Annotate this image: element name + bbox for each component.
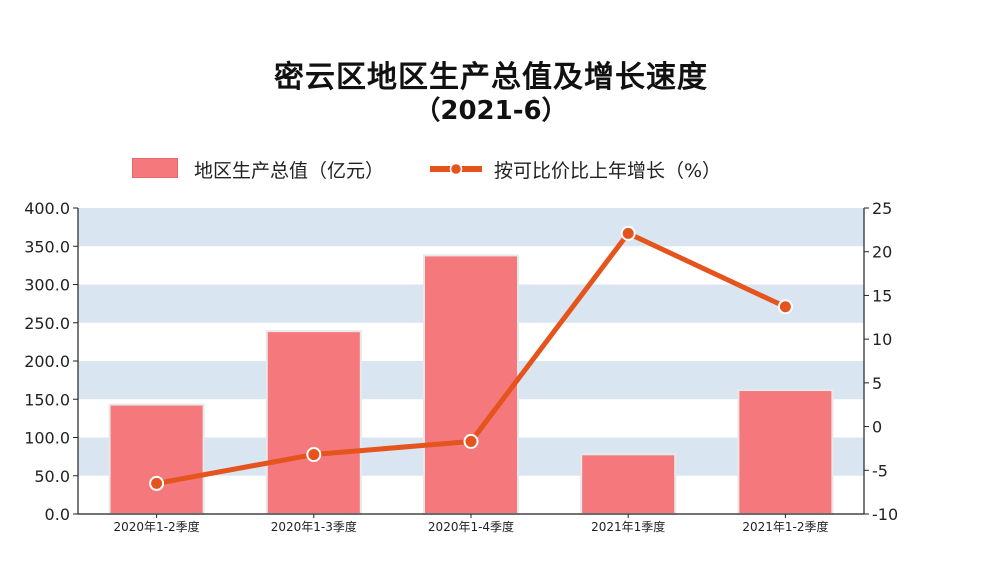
y-right-tick-label: 5 (872, 374, 882, 393)
bar (108, 403, 205, 516)
y-right-tick-label: 20 (872, 243, 892, 262)
y-left-tick-label: 50.0 (34, 467, 70, 486)
y-right-tick-label: 25 (872, 199, 892, 218)
x-ticks: 2020年1-2季度 2020年1-3季度 2020年1-4季度 2021年1季度 20… (114, 514, 828, 534)
y-left-tick-label: 400.0 (24, 199, 70, 218)
legend-swatch-line (430, 162, 482, 176)
line-series (149, 225, 793, 491)
grid-band (78, 208, 864, 247)
growth-point (149, 475, 165, 491)
x-tick-label: 2021年1季度 (591, 519, 665, 534)
growth-point (777, 299, 793, 315)
bar-series (108, 254, 834, 516)
bar (580, 453, 677, 515)
x-tick-label: 2020年1-4季度 (428, 519, 514, 534)
growth-point (620, 225, 636, 241)
y-left-tick-label: 200.0 (24, 352, 70, 371)
y-left-tick-label: 0.0 (45, 505, 70, 524)
y-right-tick-label: -10 (872, 505, 898, 524)
legend-label-gdp: 地区生产总值（亿元） (194, 160, 385, 182)
chart-subtitle: （2021-6） (414, 96, 568, 126)
y-left-ticks: 0.0 50.0 100.0 150.0 200.0 250.0 300.0 350.0 400… (24, 199, 78, 524)
growth-point (463, 433, 479, 449)
x-tick-label: 2021年1-2季度 (742, 519, 828, 534)
growth-point (306, 447, 322, 463)
y-left-tick-label: 150.0 (24, 390, 70, 409)
bar (423, 254, 519, 515)
x-tick-label: 2020年1-2季度 (114, 519, 200, 534)
chart-title: 密云区地区生产总值及增长速度 (274, 60, 708, 95)
y-left-tick-label: 250.0 (24, 314, 70, 333)
bar (737, 389, 834, 516)
y-left-tick-label: 300.0 (24, 276, 70, 295)
y-left-tick-label: 100.0 (24, 429, 70, 448)
x-tick-label: 2020年1-3季度 (271, 519, 357, 534)
y-right-ticks: -10 -5 0 5 10 15 20 25 (864, 199, 898, 524)
y-right-tick-label: 10 (872, 330, 892, 349)
legend-swatch-bar (132, 158, 178, 178)
y-right-tick-label: -5 (872, 461, 888, 480)
legend-label-growth: 按可比价比上年增长（%） (494, 160, 722, 182)
y-right-tick-label: 0 (872, 418, 882, 437)
y-left-tick-label: 350.0 (24, 237, 70, 256)
y-right-tick-label: 15 (872, 286, 892, 305)
legend-item-growth: 按可比价比上年增长（%） (428, 154, 721, 184)
bar (265, 330, 362, 516)
